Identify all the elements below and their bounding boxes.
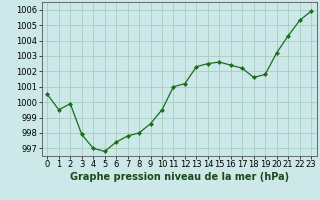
X-axis label: Graphe pression niveau de la mer (hPa): Graphe pression niveau de la mer (hPa): [70, 172, 289, 182]
